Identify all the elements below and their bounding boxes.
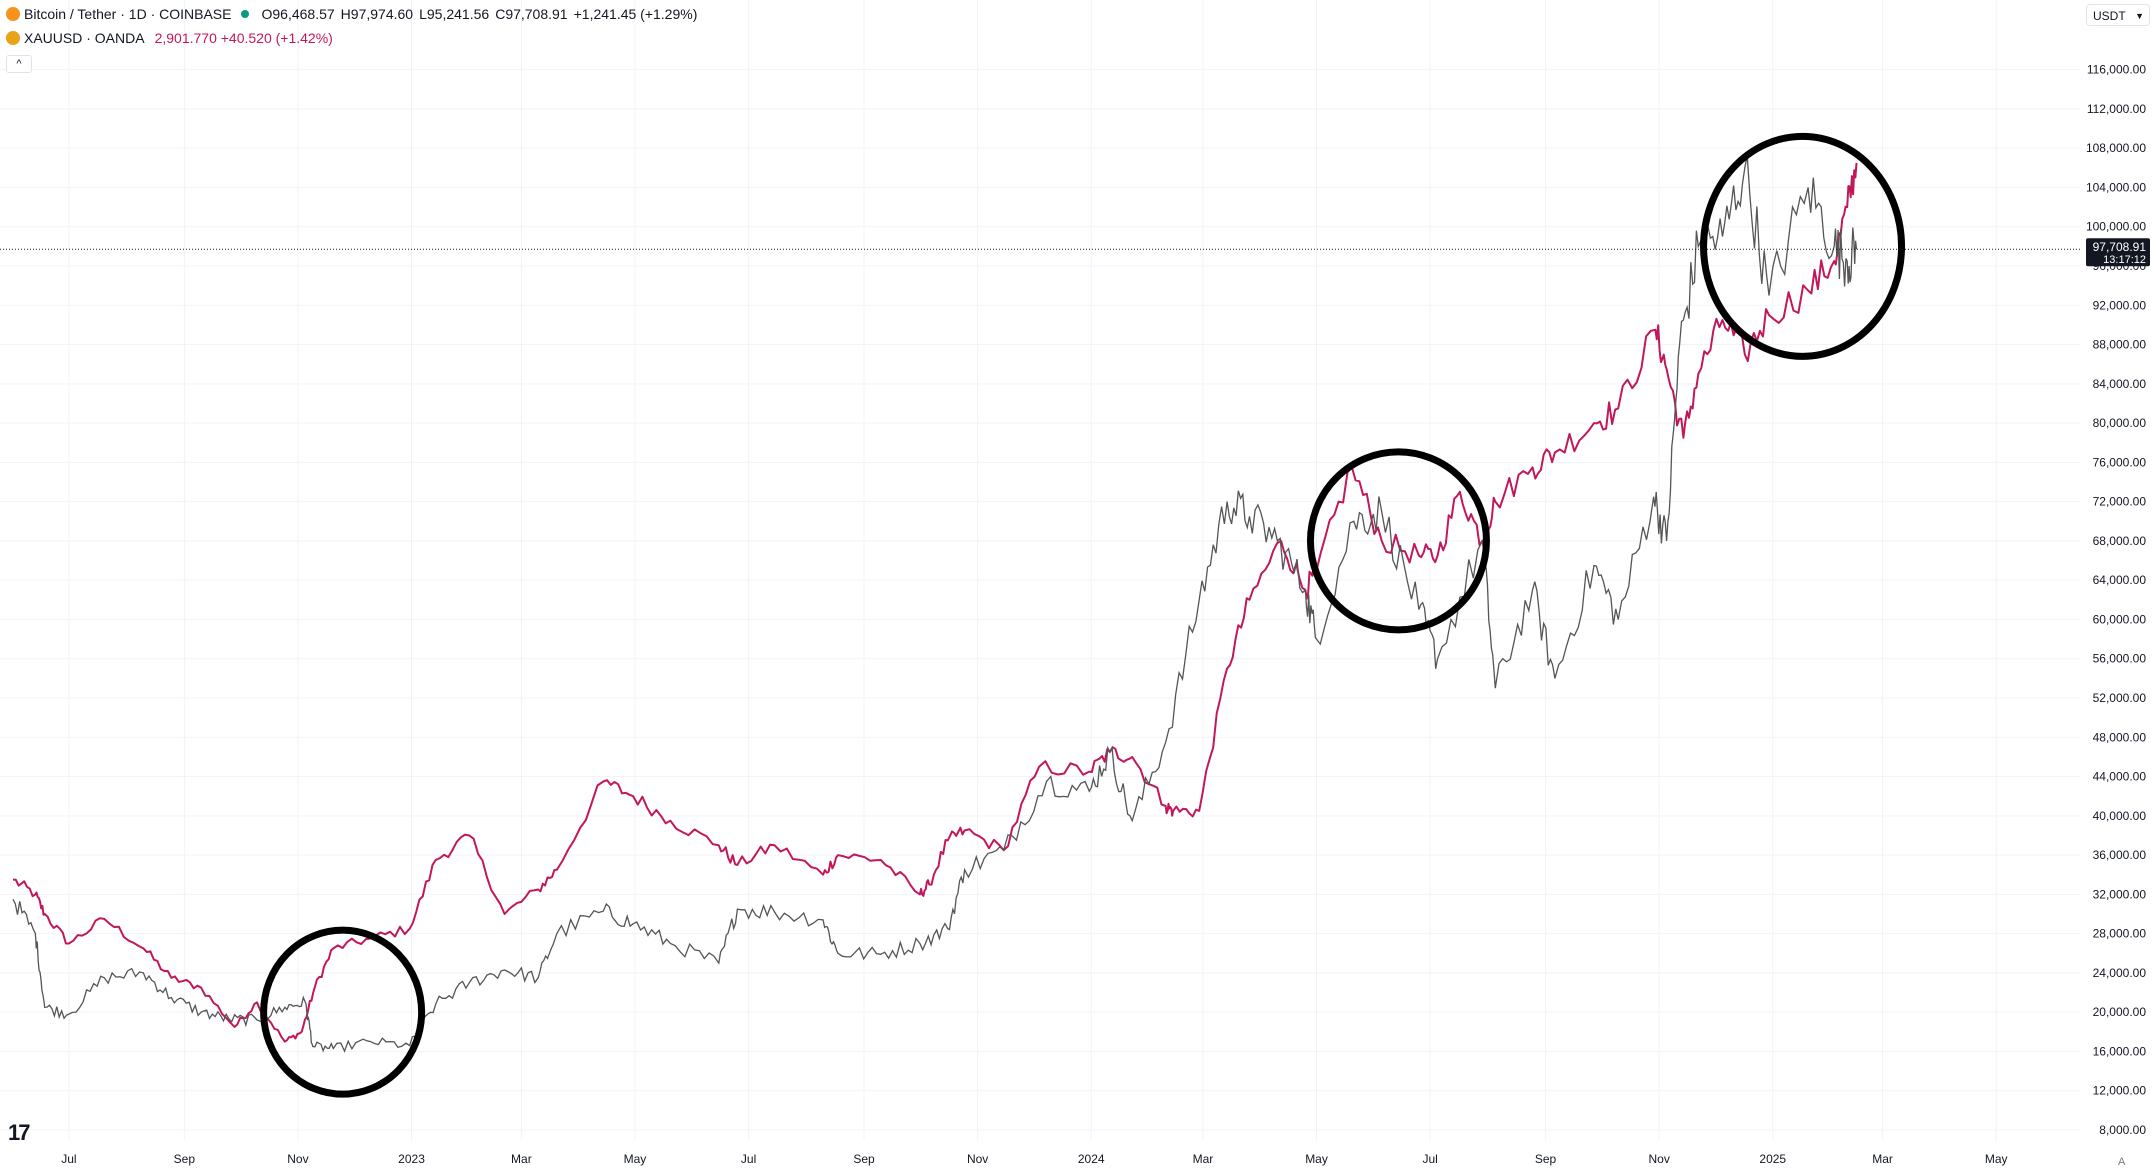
btc-series	[12, 155, 1858, 1053]
time-axis[interactable]: Jul Sep Nov 2023 Mar May Jul Sep Nov 2024 Mar May Ju…	[61, 1152, 2007, 1166]
y-tick-label: 76,000.00	[2093, 455, 2147, 469]
y-tick-label: 112,000.00	[2087, 102, 2146, 116]
y-tick-label: 28,000.00	[2093, 927, 2147, 941]
x-tick-label: Mar	[511, 1152, 532, 1166]
x-tick-label: Sep	[1535, 1152, 1557, 1166]
x-tick-label: 2023	[398, 1152, 425, 1166]
y-tick-label: 48,000.00	[2093, 730, 2147, 744]
annotations	[260, 132, 1906, 1098]
y-tick-label: 92,000.00	[2093, 298, 2147, 312]
high-value: 97,974.60	[350, 6, 414, 22]
price-axis[interactable]: 116,000.00 112,000.00 108,000.00 104,000.00…	[2086, 63, 2146, 1137]
btc-legend[interactable]: Bitcoin / Tether · 1D · COINBASE O96,468…	[6, 5, 703, 23]
price-tag-countdown: 13:17:12	[2103, 254, 2146, 266]
x-tick-label: May	[624, 1152, 647, 1166]
y-tick-label: 40,000.00	[2093, 809, 2147, 823]
low-value: 95,241.56	[426, 6, 490, 22]
auto-scale-button[interactable]: A	[2118, 1156, 2126, 1168]
close-value: 97,708.91	[505, 6, 568, 22]
btc-close: C97,708.91	[495, 5, 567, 23]
y-tick-label: 84,000.00	[2093, 377, 2147, 391]
open-value: 96,468.57	[272, 6, 335, 22]
y-tick-label: 36,000.00	[2093, 848, 2147, 862]
xau-legend-value: 2,901.770 +40.520 (+1.42%)	[154, 30, 333, 46]
x-tick-label: Jul	[61, 1152, 76, 1166]
y-tick-label: 80,000.00	[2093, 416, 2147, 430]
annotation-circle[interactable]	[1306, 448, 1490, 634]
y-tick-label: 60,000.00	[2093, 612, 2147, 626]
y-tick-label: 24,000.00	[2093, 966, 2147, 980]
y-tick-label: 20,000.00	[2093, 1005, 2147, 1019]
high-label: H	[340, 6, 351, 22]
y-tick-label: 88,000.00	[2093, 338, 2147, 352]
annotation-circle[interactable]	[1700, 132, 1906, 360]
btc-high: H97,974.60	[341, 5, 413, 23]
y-tick-label: 100,000.00	[2086, 220, 2146, 234]
annotation-circle[interactable]	[260, 926, 426, 1098]
y-tick-label: 52,000.00	[2093, 691, 2147, 705]
chevron-down-icon: ▼	[2135, 11, 2144, 21]
x-tick-label: Nov	[287, 1152, 308, 1166]
x-tick-label: Mar	[1872, 1152, 1893, 1166]
btc-open: O96,468.57	[261, 5, 334, 23]
current-price-tag: 97,708.91 13:17:12	[2086, 238, 2150, 267]
y-tick-label: 44,000.00	[2093, 770, 2147, 784]
y-tick-label: 104,000.00	[2086, 180, 2146, 194]
market-status-dot[interactable]	[241, 10, 250, 18]
price-tag-background	[2086, 238, 2150, 267]
y-tick-label: 116,000.00	[2087, 63, 2146, 77]
grid	[0, 0, 2080, 1140]
xau-line	[12, 162, 1858, 1043]
x-tick-label: Mar	[1193, 1152, 1214, 1166]
x-tick-label: Nov	[967, 1152, 988, 1166]
currency-unit-button[interactable]: USDT ▼	[2086, 4, 2150, 26]
y-tick-label: 108,000.00	[2086, 141, 2146, 155]
xau-legend-title[interactable]: XAUUSD · OANDA	[24, 30, 145, 46]
btc-change: +1,241.45 (+1.29%)	[573, 6, 698, 22]
y-tick-label: 32,000.00	[2093, 887, 2147, 901]
y-tick-label: 68,000.00	[2093, 534, 2147, 548]
btc-legend-title[interactable]: Bitcoin / Tether · 1D · COINBASE	[24, 6, 232, 22]
x-tick-label: Sep	[853, 1152, 875, 1166]
x-tick-label: Sep	[174, 1152, 196, 1166]
bitcoin-icon	[6, 7, 20, 21]
y-tick-label: 16,000.00	[2093, 1044, 2147, 1058]
x-tick-label: Nov	[1648, 1152, 1669, 1166]
y-tick-label: 8,000.00	[2099, 1123, 2146, 1137]
currency-unit-label: USDT	[2093, 9, 2126, 23]
x-tick-label: Jul	[1422, 1152, 1437, 1166]
low-label: L	[419, 6, 427, 22]
y-tick-label: 72,000.00	[2093, 495, 2147, 509]
xau-series	[12, 162, 1858, 1043]
btc-low: L95,241.56	[419, 5, 489, 23]
y-tick-label: 56,000.00	[2093, 652, 2147, 666]
x-tick-label: May	[1985, 1152, 2008, 1166]
gold-icon	[6, 31, 20, 45]
y-tick-label: 12,000.00	[2093, 1084, 2147, 1098]
x-tick-label: 2024	[1078, 1152, 1105, 1166]
tradingview-logo[interactable]: 17	[8, 1120, 31, 1145]
x-tick-label: 2025	[1759, 1152, 1786, 1166]
btc-line	[12, 155, 1858, 1053]
collapse-legend-button[interactable]: ^	[6, 55, 32, 73]
price-tag-value: 97,708.91	[2093, 240, 2147, 254]
x-tick-label: May	[1305, 1152, 1328, 1166]
xau-legend[interactable]: XAUUSD · OANDA 2,901.770 +40.520 (+1.42%…	[6, 29, 333, 47]
close-label: C	[495, 6, 506, 22]
x-tick-label: Jul	[741, 1152, 756, 1166]
open-label: O	[261, 6, 273, 22]
y-tick-label: 64,000.00	[2093, 573, 2147, 587]
